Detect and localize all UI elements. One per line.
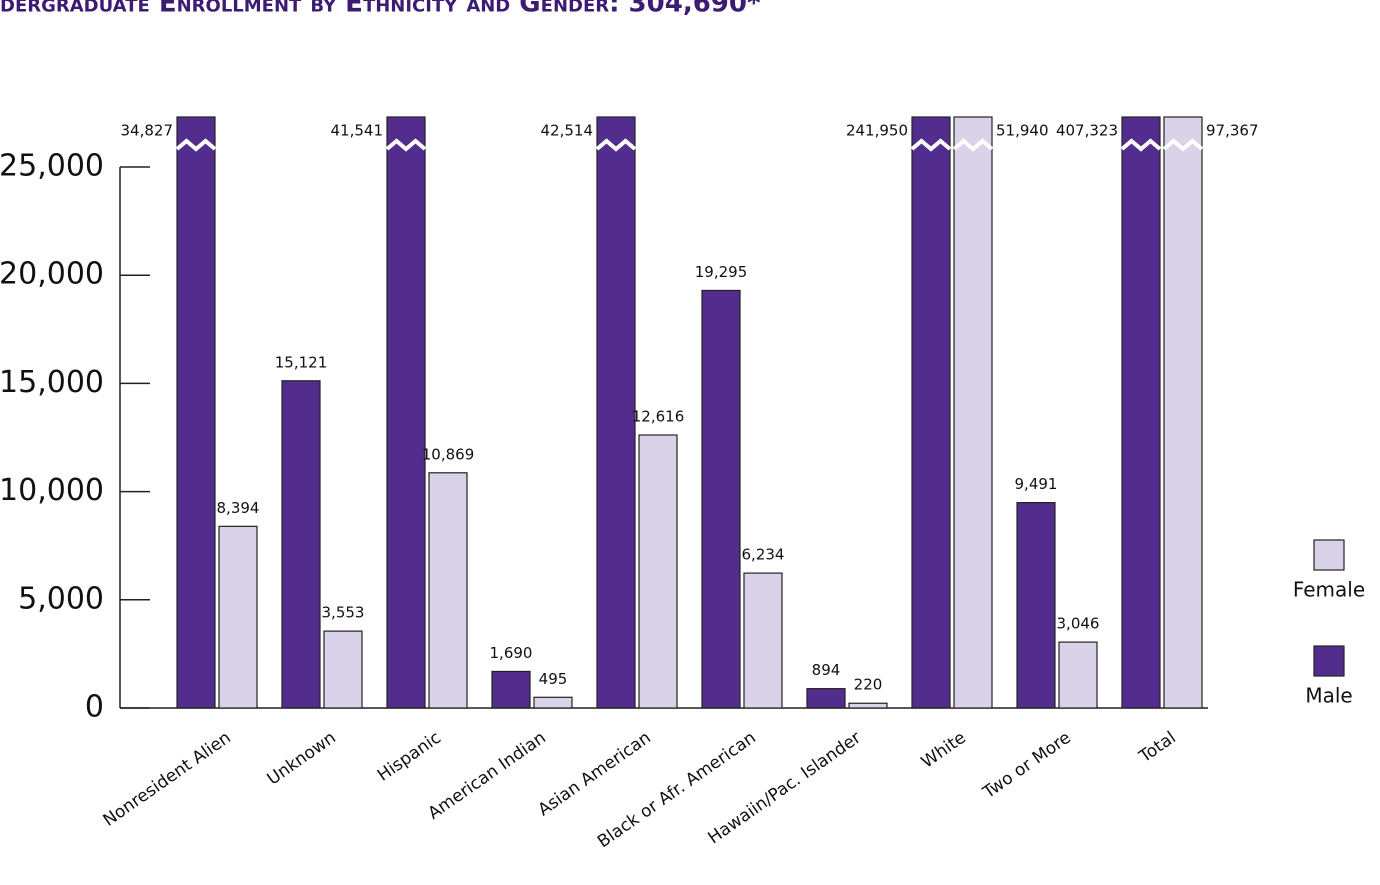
x-tick-label: Total	[1135, 728, 1180, 768]
bar	[1163, 116, 1203, 709]
data-label: 15,121	[275, 353, 328, 371]
chart-title: dergraduate Enrollment by Ethnicity and …	[0, 0, 761, 19]
bar	[533, 696, 573, 709]
bar	[596, 116, 636, 709]
bar	[806, 688, 846, 709]
data-label: 12,616	[632, 407, 685, 425]
y-tick-label: 10,000	[0, 473, 104, 508]
axis-break	[385, 138, 427, 152]
y-tick-label: 0	[85, 690, 104, 725]
legend-label: Male	[1305, 684, 1352, 708]
legend-swatch	[1313, 645, 1345, 677]
x-tick-label: Hispanic	[374, 728, 445, 786]
bar	[1058, 641, 1098, 709]
data-label: 1,690	[490, 644, 533, 662]
axis-break	[1162, 138, 1204, 152]
data-label: 19,295	[695, 263, 748, 281]
data-label: 41,541	[331, 122, 384, 140]
legend-swatch	[1313, 539, 1345, 571]
data-label: 9,491	[1015, 475, 1058, 493]
data-label: 6,234	[742, 546, 785, 564]
data-label: 51,940	[996, 122, 1049, 140]
bar	[323, 630, 363, 709]
bar	[218, 525, 258, 709]
bar	[428, 472, 468, 709]
x-tick-label: Two or More	[979, 728, 1075, 804]
x-tick-label: Unknown	[264, 728, 340, 790]
x-tick-label: Nonresident Alien	[100, 728, 235, 831]
data-label: 220	[854, 676, 883, 694]
data-label: 10,869	[422, 445, 475, 463]
bar	[281, 380, 321, 709]
bar	[1121, 116, 1161, 709]
y-tick-label: 20,000	[0, 257, 104, 292]
axis-break	[175, 138, 217, 152]
legend-label: Female	[1293, 578, 1365, 602]
bar	[953, 116, 993, 709]
data-label: 3,046	[1057, 615, 1100, 633]
bar	[911, 116, 951, 709]
data-label: 407,323	[1056, 122, 1118, 140]
axis-break	[595, 138, 637, 152]
bar	[386, 116, 426, 709]
axis-break	[910, 138, 952, 152]
bar	[176, 116, 216, 709]
bar	[743, 572, 783, 709]
data-label: 894	[812, 661, 841, 679]
data-label: 3,553	[322, 604, 365, 622]
bar	[848, 702, 888, 709]
bar	[638, 434, 678, 709]
data-label: 8,394	[217, 499, 260, 517]
data-label: 97,367	[1206, 122, 1259, 140]
data-label: 34,827	[121, 122, 174, 140]
y-tick-label: 15,000	[0, 365, 104, 400]
data-label: 495	[539, 670, 568, 688]
bar	[701, 289, 741, 709]
y-tick-label: 25,000	[0, 149, 104, 184]
axis-break	[952, 138, 994, 152]
bar	[1016, 502, 1056, 709]
axis-break	[1120, 138, 1162, 152]
bar	[491, 670, 531, 709]
x-tick-label: White	[918, 728, 970, 773]
data-label: 241,950	[846, 122, 908, 140]
y-tick-label: 5,000	[18, 581, 104, 616]
data-label: 42,514	[541, 122, 594, 140]
